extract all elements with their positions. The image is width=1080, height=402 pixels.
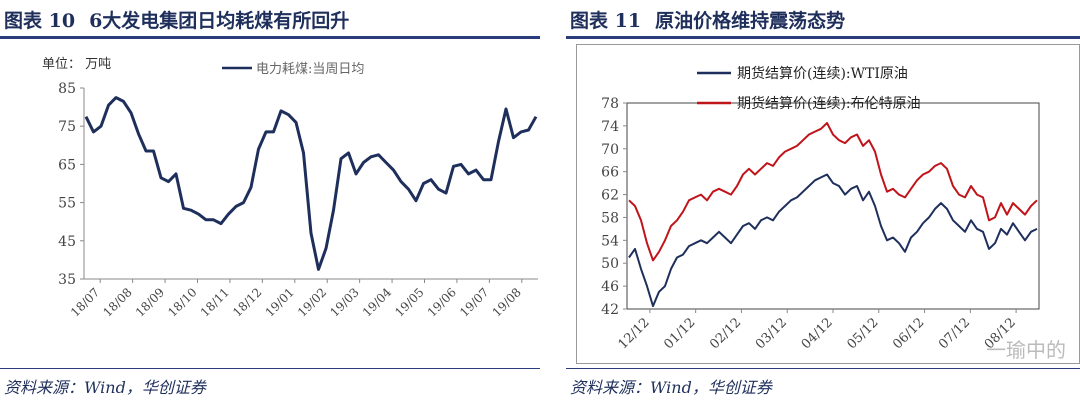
- left-chart-svg: 单位： 万吨 35455565758518/0718/0818/0918/101…: [42, 57, 538, 320]
- left-x-tick-label: 19/04: [360, 285, 395, 320]
- right-y-tick-label: 58: [601, 210, 619, 226]
- right-source: 资料来源：Wind，华创证券: [570, 378, 772, 397]
- left-y-tick-label: 65: [58, 157, 76, 173]
- left-title-row: 图表 10 6大发电集团日均耗煤有所回升: [4, 6, 363, 33]
- left-y-tick-label: 35: [58, 272, 76, 288]
- left-y-tick-label: 85: [58, 81, 76, 97]
- left-y-tick-label: 75: [58, 119, 76, 135]
- right-x-tick-label: 04/12: [799, 315, 836, 352]
- right-y-tick-label: 42: [601, 302, 619, 318]
- right-legend-label-1: 期货结算价(连续):WTI原油: [737, 65, 908, 82]
- right-x-tick-label: 01/12: [661, 315, 698, 352]
- left-x-tick-label: 19/07: [457, 285, 491, 319]
- left-x-tick-label: 19/02: [295, 285, 329, 319]
- right-y-tick-label: 50: [601, 256, 619, 272]
- left-source: 资料来源：Wind，华创证券: [4, 378, 206, 397]
- right-chart-svg: 42 46 50 54 58 62 66 70 74 78 12/12 01/12 02/12 03/12…: [601, 65, 1040, 352]
- left-panel: 图表 10 6大发电集团日均耗煤有所回升 单位： 万吨 35 45 55 65 75 85 1…: [0, 6, 540, 397]
- left-x-tick-label: 19/05: [392, 285, 426, 319]
- watermark-text: 一瑜中的: [986, 338, 1066, 362]
- left-x-tick-label: 18/09: [133, 285, 167, 319]
- right-x-tick-label: 02/12: [707, 315, 744, 352]
- right-series-line-2: [628, 122, 1038, 262]
- right-figure-title: 原油价格维持震荡态势: [655, 10, 846, 32]
- right-figure-label: 图表 11: [570, 10, 642, 32]
- right-y-tick-label: 66: [601, 165, 619, 181]
- right-y-tick-label: 62: [601, 188, 619, 204]
- left-y-tick-label: 55: [58, 196, 76, 212]
- right-y-tick-label: 78: [601, 96, 619, 112]
- left-chart-area: 单位： 万吨 35 45 55 65 75 85 18/07 18/08 18/09 18/10 1…: [0, 44, 539, 362]
- left-x-tick-label: 18/08: [100, 285, 134, 319]
- left-figure-label: 图表 10: [4, 10, 76, 32]
- right-x-tick-label: 12/12: [616, 315, 653, 352]
- right-y-tick-label: 74: [601, 119, 619, 135]
- left-x-tick-label: 19/06: [425, 285, 459, 319]
- left-x-tick-label: 18/11: [198, 285, 232, 319]
- left-x-tick-label: 18/07: [68, 285, 102, 319]
- right-y-tick-label: 54: [601, 233, 619, 249]
- right-chart-area: 42 46 50 54 58 62 66 70 74 78 12/12 01/12 02/12 03/12…: [576, 44, 1080, 364]
- right-x-tick-label: 07/12: [936, 315, 973, 352]
- right-x-tick-label: 05/12: [845, 315, 882, 352]
- right-legend-label-2: 期货结算价(连续):布伦特原油: [737, 95, 921, 112]
- left-legend-label: 电力耗煤:当周日均: [256, 62, 364, 77]
- left-x-tick-label: 19/03: [327, 285, 361, 319]
- right-x-tick-label: 03/12: [753, 315, 790, 352]
- right-x-tick-label: 06/12: [890, 315, 927, 352]
- left-unit-label: 单位： 万吨: [42, 57, 111, 72]
- right-title-rule: [566, 36, 1080, 39]
- left-title-rule: [0, 36, 540, 39]
- left-series-line-1: [84, 96, 538, 271]
- left-y-tick-label: 45: [58, 234, 76, 250]
- right-source-rule: [566, 368, 1080, 369]
- right-panel: 图表 11 原油价格维持震荡态势 42 46 50 54 58 62 66 70 74 78 12/1…: [566, 0, 1080, 402]
- left-x-tick-label: 18/10: [165, 285, 199, 319]
- right-y-tick-label: 46: [601, 279, 619, 295]
- right-series-line-1: [628, 173, 1038, 308]
- left-x-tick-label: 19/08: [490, 285, 524, 319]
- left-source-rule: [0, 368, 540, 369]
- right-y-tick-label: 70: [601, 142, 619, 158]
- left-x-tick-label: 19/01: [263, 285, 297, 319]
- left-figure-title: 6大发电集团日均耗煤有所回升: [89, 10, 350, 32]
- left-x-tick-label: 18/12: [230, 285, 264, 319]
- right-title-row: 图表 11 原油价格维持震荡态势: [570, 6, 859, 33]
